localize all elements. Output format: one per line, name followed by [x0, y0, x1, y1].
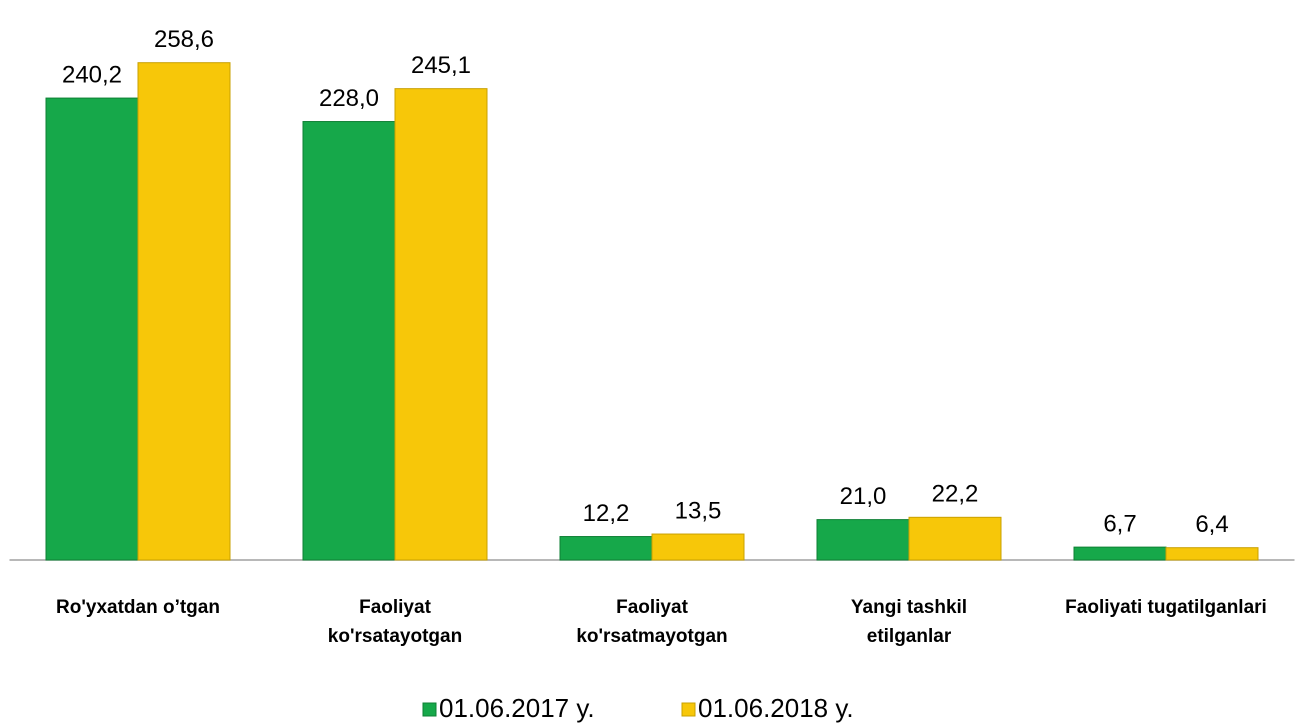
- bar: [45, 97, 139, 561]
- bar: [908, 516, 1002, 561]
- value-label: 6,7: [1103, 510, 1136, 537]
- x-tick-label: Yangi tashkil etilganlar: [851, 597, 967, 647]
- x-tick-label: Ro'yxatdan o’tgan: [56, 597, 220, 618]
- value-label: 240,2: [62, 61, 122, 88]
- legend-label: 01.06.2018 y.: [698, 693, 854, 723]
- bar: [651, 533, 745, 561]
- x-tick-label: Faoliyat ko'rsatayotgan: [328, 597, 462, 647]
- value-label: 245,1: [411, 52, 471, 79]
- legend-swatch: [422, 702, 437, 717]
- x-tick-label: Faoliyat ko'rsatmayotgan: [576, 597, 727, 647]
- bar: [137, 62, 231, 561]
- legend-swatch: [681, 702, 696, 717]
- bar: [816, 519, 910, 561]
- bar: [559, 536, 653, 561]
- bar: [1073, 546, 1167, 561]
- bar: [302, 121, 396, 561]
- bar: [394, 88, 488, 561]
- legend-label: 01.06.2017 y.: [439, 693, 595, 723]
- bar: [1165, 547, 1259, 561]
- value-label: 21,0: [840, 483, 887, 510]
- value-label: 22,2: [932, 481, 979, 508]
- value-label: 13,5: [675, 497, 722, 524]
- value-label: 6,4: [1195, 511, 1228, 538]
- value-label: 228,0: [319, 85, 379, 112]
- value-label: 12,2: [583, 500, 630, 527]
- x-tick-label: Faoliyati tugatilganlari: [1065, 597, 1267, 618]
- value-label: 258,6: [154, 26, 214, 53]
